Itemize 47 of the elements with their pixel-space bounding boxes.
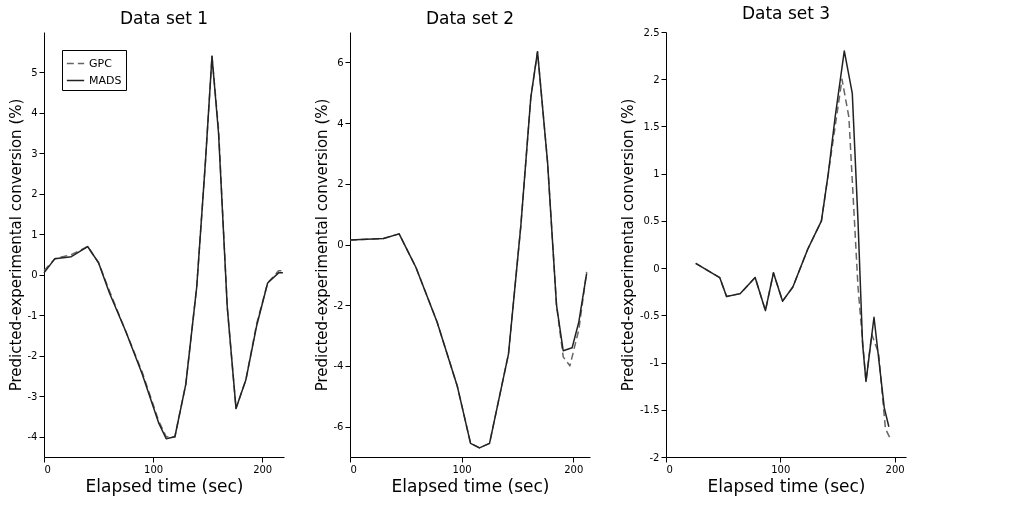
chart-title: Data set 2 (425, 8, 515, 28)
y-tick-label: 1 (653, 168, 660, 180)
x-tick-label: 200 (885, 463, 905, 475)
y-tick-label: -2 (649, 451, 660, 463)
y-tick-label: 4 (31, 107, 38, 119)
y-tick-label: -1 (27, 309, 38, 321)
y-tick-label: 3 (31, 147, 38, 159)
y-tick-label: -3 (27, 390, 38, 402)
y-tick-label: 6 (337, 56, 344, 68)
y-tick-label: 5 (31, 66, 38, 78)
chart-title: Data set 3 (741, 3, 831, 23)
x-axis-title: Elapsed time (sec) (85, 475, 244, 496)
y-tick-label: 2 (337, 178, 344, 190)
legend-label: MADS (89, 73, 122, 87)
x-axis-title: Elapsed time (sec) (707, 475, 866, 496)
y-tick-label: -1 (649, 357, 660, 369)
x-tick-label: 200 (564, 463, 584, 475)
y-tick-label: 0 (31, 269, 38, 281)
y-tick-label: -4 (27, 431, 38, 443)
y-tick-label: 2.5 (643, 26, 660, 38)
y-tick-label: 2 (31, 188, 38, 200)
y-tick-label: -6 (333, 421, 344, 433)
x-tick-label: 100 (771, 463, 791, 475)
y-tick-label: 2 (653, 73, 660, 85)
y-tick-label: 1 (31, 228, 38, 240)
x-axis-title: Elapsed time (sec) (391, 475, 550, 496)
y-tick-label: -1.5 (639, 404, 660, 416)
y-tick-label: 4 (337, 117, 344, 129)
x-tick-label: 200 (253, 463, 273, 475)
y-axis-title: Predicted-experimental conversion (%) (618, 98, 637, 392)
x-tick-label: 100 (452, 463, 472, 475)
y-tick-label: 0.5 (643, 215, 660, 227)
y-tick-label: -2 (333, 299, 344, 311)
chart-title: Data set 1 (119, 8, 209, 28)
y-axis-title: Predicted-experimental conversion (%) (312, 98, 331, 392)
y-tick-label: 0 (337, 239, 344, 250)
y-axis-title: Predicted-experimental conversion (%) (6, 98, 25, 392)
legend-label: GPC (89, 56, 113, 70)
y-tick-label: -2 (27, 350, 38, 362)
y-tick-label: -4 (333, 360, 344, 372)
x-tick-label: 0 (44, 463, 51, 475)
x-tick-label: 0 (666, 463, 673, 475)
x-tick-label: 0 (350, 463, 357, 475)
y-tick-label: -0.5 (639, 309, 660, 321)
x-tick-label: 100 (144, 463, 164, 475)
y-tick-label: 0 (653, 262, 660, 274)
y-tick-label: 1.5 (643, 120, 660, 132)
